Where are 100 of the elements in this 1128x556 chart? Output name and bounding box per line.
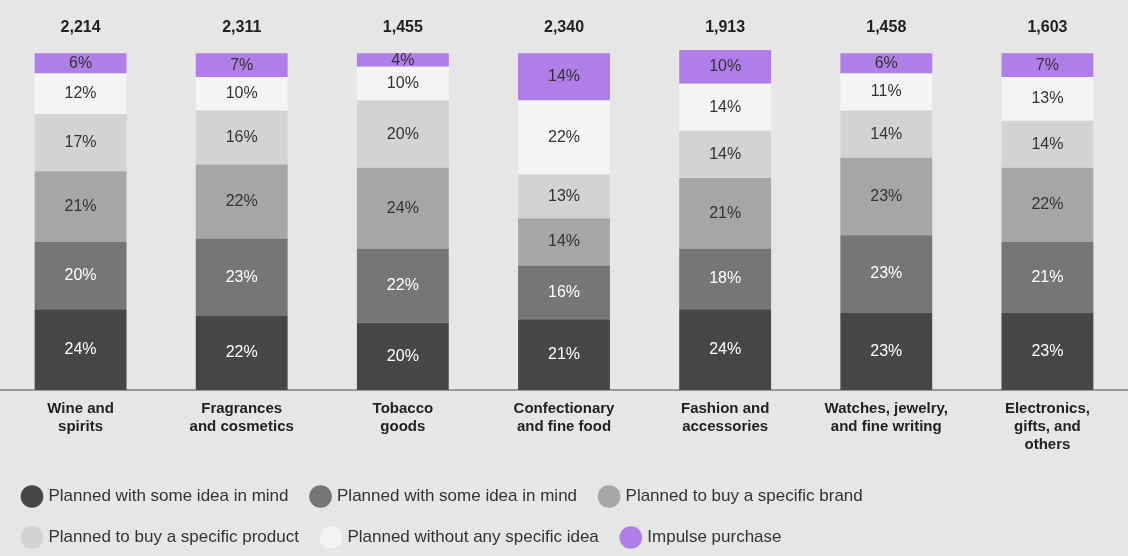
legend-label: Impulse purchase xyxy=(647,527,782,547)
bar xyxy=(195,53,288,77)
data-label: 6% xyxy=(69,53,93,71)
bar xyxy=(34,53,127,74)
data-label: 16% xyxy=(547,282,581,300)
data-label: 14% xyxy=(870,124,903,142)
bar xyxy=(34,309,127,390)
legend-label: Planned to buy a specific brand xyxy=(625,486,863,506)
text: 2,340 xyxy=(543,18,585,36)
data-label: 10% xyxy=(386,74,419,92)
bar xyxy=(840,73,933,111)
data-label: 7% xyxy=(230,55,254,73)
data-label: 20% xyxy=(386,346,419,364)
bar xyxy=(34,73,127,114)
data-label: 14% xyxy=(1031,134,1064,152)
bar xyxy=(195,164,288,239)
data-label: 23% xyxy=(870,264,903,282)
bar xyxy=(195,315,288,390)
data-label: 14% xyxy=(709,144,742,162)
bar xyxy=(1001,167,1094,242)
x-tick-label: Confectionary and fine food xyxy=(513,399,616,435)
data-label: 4% xyxy=(391,50,415,68)
x-tick-label: Wine and spirits xyxy=(47,399,114,435)
data-label: 21% xyxy=(547,345,581,363)
data-label: 14% xyxy=(547,232,581,250)
bar xyxy=(34,171,127,242)
data-label: 23% xyxy=(870,341,903,359)
data-label: 22% xyxy=(225,343,258,361)
data-label: 14% xyxy=(709,97,742,115)
bar xyxy=(34,113,127,172)
text: 2,214 xyxy=(60,18,101,36)
bar xyxy=(679,309,772,390)
bar xyxy=(356,167,449,249)
data-label: 23% xyxy=(225,267,258,285)
bar xyxy=(679,50,772,84)
bar xyxy=(518,53,610,101)
bar xyxy=(356,322,449,390)
bar xyxy=(679,177,772,249)
bar xyxy=(518,174,610,219)
bar xyxy=(356,66,449,101)
data-label: 23% xyxy=(1031,341,1064,359)
x-tick-label: Fashion and accessories xyxy=(680,399,770,435)
data-label: 11% xyxy=(870,82,902,100)
data-label: 21% xyxy=(1031,267,1064,285)
legend-label: Planned without any specific idea xyxy=(347,527,600,547)
bar xyxy=(1001,53,1094,77)
legend-label: Planned with some idea in mind xyxy=(337,486,578,506)
bar xyxy=(518,265,610,320)
x-tick-label: Watches, jewelry, and fine writing xyxy=(824,399,948,435)
bar xyxy=(840,110,933,158)
data-label: 21% xyxy=(709,203,742,221)
text: 1,913 xyxy=(705,18,746,36)
data-label: 7% xyxy=(1035,55,1059,73)
bar xyxy=(679,83,772,131)
data-label: 10% xyxy=(709,57,742,75)
bar xyxy=(1001,120,1094,168)
bar xyxy=(356,100,449,168)
bar xyxy=(195,238,288,316)
bar xyxy=(840,235,933,313)
legend-label: Planned with some idea in mind xyxy=(48,486,289,506)
bar xyxy=(518,218,610,266)
text: 1,455 xyxy=(382,18,423,36)
text: 2,311 xyxy=(222,18,262,36)
bar xyxy=(195,110,288,165)
x-tick-label: Fragrances and cosmetics xyxy=(189,399,294,435)
text: 1,603 xyxy=(1027,18,1068,36)
data-label: 24% xyxy=(709,340,742,358)
bar xyxy=(195,76,288,111)
bar xyxy=(356,248,449,323)
bar xyxy=(840,53,933,74)
data-label: 24% xyxy=(386,198,419,216)
data-label: 13% xyxy=(1031,89,1064,107)
bar xyxy=(34,241,127,310)
data-label: 10% xyxy=(225,84,258,102)
data-label: 16% xyxy=(225,127,258,145)
bar xyxy=(679,248,772,310)
data-label: 14% xyxy=(547,67,581,85)
x-tick-label: Electronics, gifts, and others xyxy=(1004,399,1090,453)
bar xyxy=(840,312,933,390)
data-label: 20% xyxy=(64,265,97,283)
data-label: 17% xyxy=(64,132,97,150)
data-label: 13% xyxy=(547,186,581,204)
legend-label: Planned to buy a specific product xyxy=(48,527,300,547)
bar xyxy=(518,100,610,175)
bar xyxy=(1001,312,1094,390)
x-tick-label: Tobacco goods xyxy=(372,399,434,435)
data-label: 18% xyxy=(709,269,742,287)
bar xyxy=(1001,76,1094,121)
data-label: 22% xyxy=(386,276,419,294)
bar xyxy=(356,53,449,67)
text: 1,458 xyxy=(866,18,907,36)
bar xyxy=(840,157,933,236)
data-label: 24% xyxy=(64,340,97,358)
data-label: 6% xyxy=(874,53,898,71)
data-label: 12% xyxy=(64,84,97,102)
bar xyxy=(518,319,610,390)
bar xyxy=(679,130,772,178)
data-label: 22% xyxy=(1031,195,1064,213)
data-label: 21% xyxy=(64,196,97,214)
data-label: 20% xyxy=(386,124,419,142)
